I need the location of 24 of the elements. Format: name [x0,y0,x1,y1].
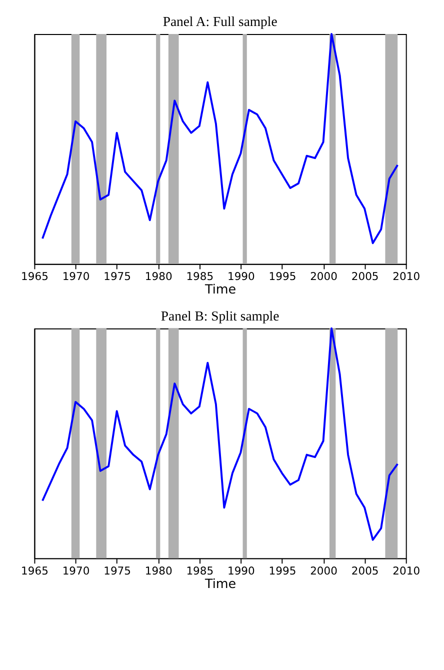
x-tick-label: 1970 [62,564,90,578]
x-tick-label: 1975 [104,564,131,578]
x-tick-label: 2005 [351,270,379,283]
x-tick-label: 1975 [104,270,131,283]
x-tick-label: 1990 [228,270,256,283]
x-tick-label: 1965 [21,564,48,578]
x-tick-label: 1985 [186,270,214,283]
x-tick-label: 2010 [392,564,420,578]
x-tick-label: 2005 [351,564,379,578]
x-tick-label: 1970 [62,270,90,283]
x-tick-label: 1990 [228,564,256,578]
x-tick-label: 1995 [268,564,296,578]
x-tick-label: 2000 [310,270,338,283]
x-tick-label: 1980 [144,564,172,578]
chart-title: Panel A: Full sample [162,14,278,30]
x-tick-label: 1965 [21,270,48,283]
x-axis-title: Time [204,576,236,592]
chart-title: Panel B: Split sample [160,308,280,324]
x-axis-title: Time [204,282,236,297]
x-tick-label: 2000 [310,564,338,578]
x-tick-label: 1985 [186,564,214,578]
x-tick-label: 1980 [144,270,172,283]
x-tick-label: 2010 [392,270,420,283]
x-tick-label: 1995 [268,270,296,283]
